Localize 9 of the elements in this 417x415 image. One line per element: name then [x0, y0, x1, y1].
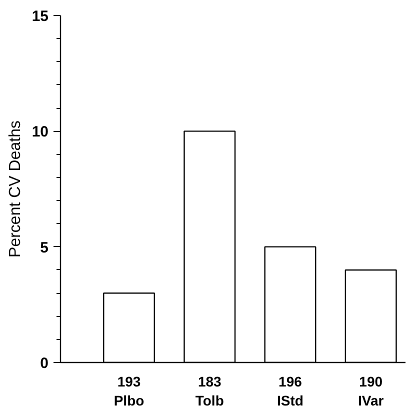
x-tick-label: 193 Plbo	[114, 374, 144, 409]
x-tick-label: 183 Tolb	[195, 374, 224, 409]
y-tick-label: 0	[40, 355, 48, 372]
y-tick-label: 15	[32, 8, 49, 25]
x-tick-label: 190 IVar	[358, 374, 384, 409]
y-axis-title: Percent CV Deaths	[6, 120, 24, 258]
y-tick-label: 5	[40, 239, 48, 256]
y-tick-label: 10	[32, 124, 49, 141]
x-tick-label: 196 IStd	[277, 374, 304, 409]
